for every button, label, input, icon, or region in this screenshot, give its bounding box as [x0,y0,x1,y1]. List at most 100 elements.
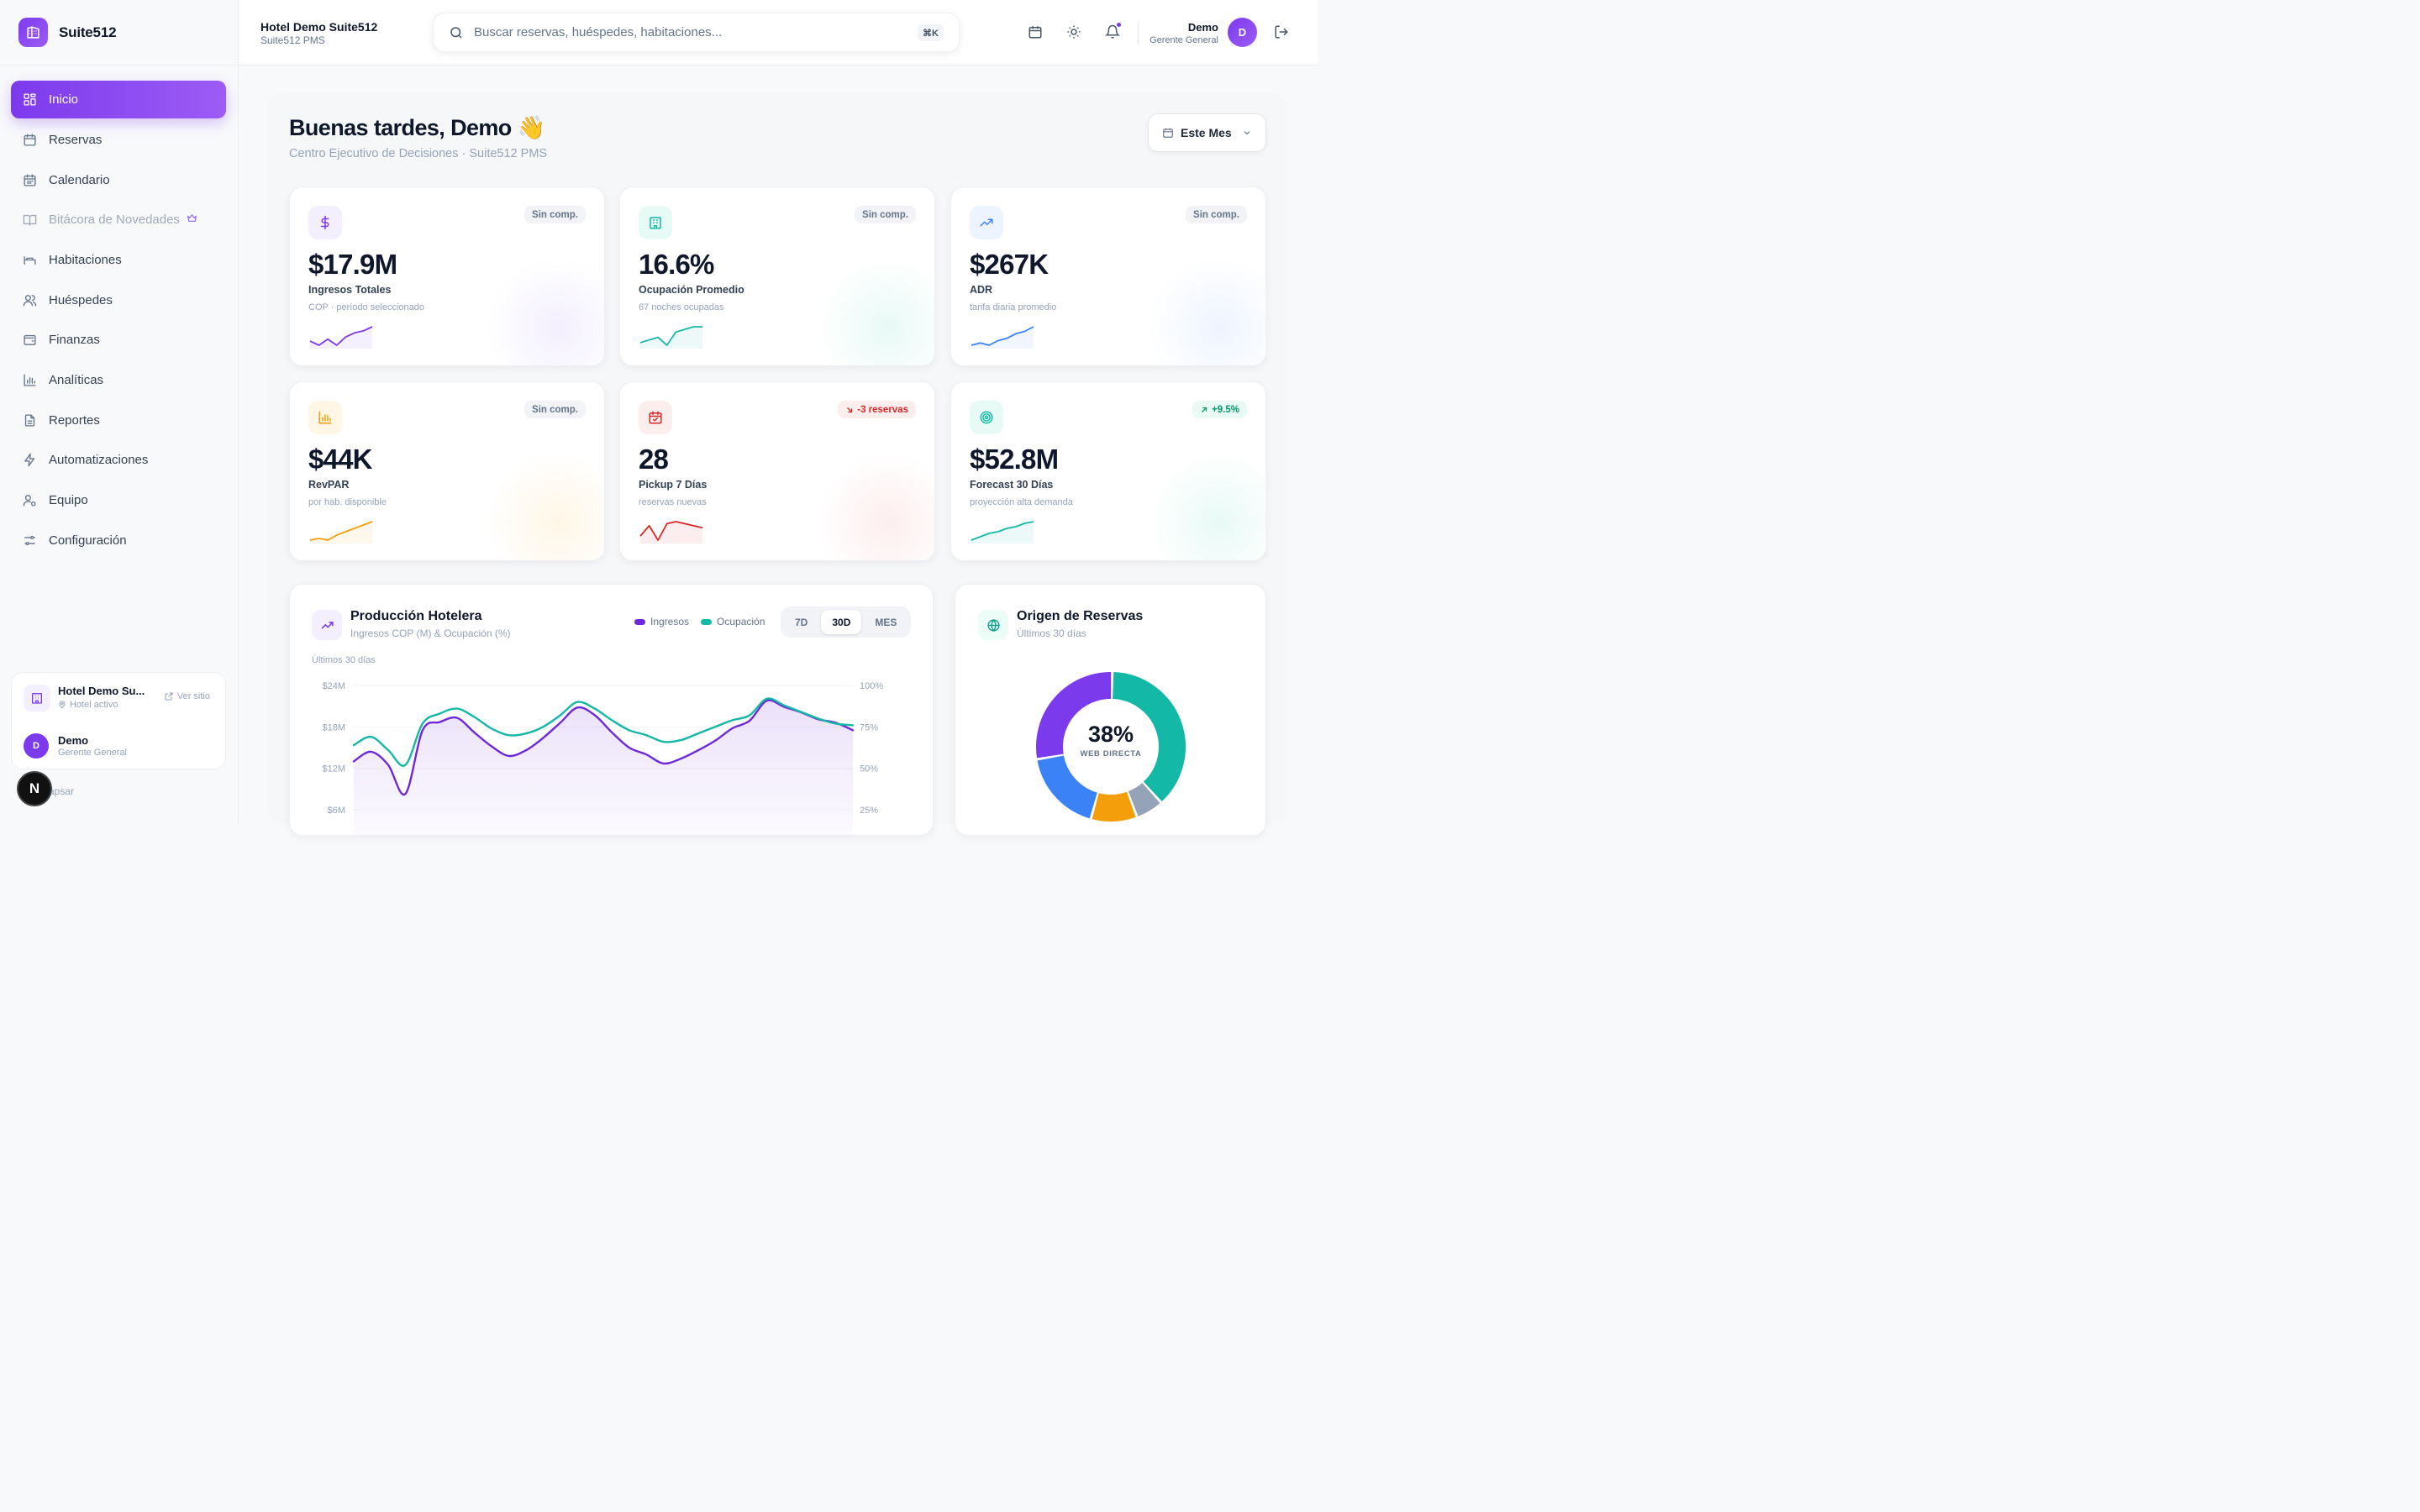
globe-icon [978,610,1008,640]
hotel-name: Hotel Demo Su... [58,685,145,697]
kpi-label: Pickup 7 Días [639,479,708,491]
logout-icon[interactable] [1273,24,1290,40]
range-mes-button[interactable]: MES [875,616,897,628]
kpi-card[interactable]: Sin comp. $267K ADR tarifa diaria promedio [950,186,1266,366]
kpi-card[interactable]: -3 reservas 28 Pickup 7 Días reservas nueva… [619,381,935,561]
card-glow [1148,256,1265,365]
donut-slice[interactable] [1128,782,1160,816]
legend-item-ingresos: Ingresos [634,616,689,627]
sparkline-area [971,327,1034,349]
badge-label: Sin comp. [532,209,578,220]
donut-slice[interactable] [1036,671,1112,759]
sidebar-item-configuración[interactable]: Configuración [11,522,226,559]
series-line-ocupación [352,697,855,767]
kpi-card[interactable]: Sin comp. $17.9M Ingresos Totales COP · per… [289,186,605,366]
sparkline-line [309,521,373,541]
donut-slice[interactable] [1037,754,1098,819]
bed-icon [22,252,37,267]
comparison-badge: Sin comp. [524,401,586,418]
hotel-title-name: Hotel Demo Suite512 [260,20,378,34]
legend-swatch [701,618,713,625]
avatar[interactable]: D [1228,18,1257,47]
hotel-switcher-card[interactable]: Hotel Demo Su... Hotel activo Ver sitio … [11,672,226,769]
sidebar-item-equipo[interactable]: Equipo [11,481,226,519]
external-link-icon [165,692,173,701]
calendar-days-icon [22,172,37,187]
sparkline-line [639,521,703,541]
sidebar-item-bitácora-de-novedades[interactable]: Bitácora de Novedades [11,201,226,239]
donut-slice[interactable] [1112,672,1186,802]
sparkline-line [971,521,1034,541]
period-selector[interactable]: Este Mes [1148,113,1266,152]
production-line-chart: $6M $12M $18M $24M 25% 50% 75% 100% [322,681,883,835]
sidebar-item-label: Reservas [49,132,103,147]
sliders-icon [22,533,37,548]
sidebar-nav: Inicio Reservas Calendario Bitácora de Nove… [11,81,226,561]
sparkline-area [971,522,1034,543]
page-subtitle: Centro Ejecutivo de Decisiones · Suite51… [289,147,548,160]
target-icon [970,401,1003,434]
card-glow [487,451,604,560]
y-right-tick-label: 100% [860,681,883,691]
calendar-icon[interactable] [1027,24,1044,40]
grid-icon [22,92,37,108]
sidebar-item-analíticas[interactable]: Analíticas [11,361,226,399]
search-input[interactable] [474,25,894,39]
kpi-sublabel: tarifa diaria promedio [970,302,1057,312]
brand-logo-icon [18,18,48,47]
donut-slice[interactable] [1092,791,1136,822]
view-site-link[interactable]: Ver sitio [164,691,210,701]
sidebar-item-automatizaciones[interactable]: Automatizaciones [11,441,226,479]
sidebar-item-label: Reportes [49,412,100,428]
sparkline-line [309,326,373,346]
notifications-bell-icon[interactable] [1104,23,1121,40]
y-left-tick-label: $18M [322,722,345,732]
sidebar-item-calendario[interactable]: Calendario [11,160,226,198]
sidebar-item-label: Configuración [49,533,127,548]
origin-title: Origen de Reservas [1017,609,1144,623]
user-name: Demo [1187,21,1218,34]
comparison-badge: -3 reservas [838,401,916,418]
calendar-icon [1163,128,1173,138]
sidebar-item-label: Equipo [49,493,88,508]
brand-name: Suite512 [59,24,117,40]
ingresos-area [354,700,853,835]
waving-hand-emoji: 👋 [517,115,546,140]
sidebar-item-label: Calendario [49,172,110,187]
arrow-up-right-icon [1202,407,1207,412]
kpi-card[interactable]: Sin comp. $44K RevPAR por hab. disponible [289,381,605,561]
sidebar-item-habitaciones[interactable]: Habitaciones [11,241,226,279]
sparkline-area [640,522,702,543]
donut-center-value: 38% [1087,722,1134,747]
sidebar-item-huéspedes[interactable]: Huéspedes [11,281,226,318]
sidebar-item-reportes[interactable]: Reportes [11,402,226,439]
sidebar-item-reservas[interactable]: Reservas [11,121,226,159]
hotel-status-label: Hotel activo [70,700,118,710]
brand[interactable]: Suite512 [18,18,117,47]
badge-label: +9.5% [1212,404,1239,415]
comparison-badge: Sin comp. [855,206,916,223]
location-pin-icon [59,701,66,709]
theme-toggle-icon[interactable] [1065,24,1082,40]
kpi-card[interactable]: +9.5% $52.8M Forecast 30 Días proyección al… [950,381,1266,561]
sidebar: Suite512 Inicio Reservas Calendario Bitácor… [0,0,239,823]
kpi-value: $44K [308,444,373,475]
sparkline [639,521,703,543]
kpi-value: $267K [970,249,1049,280]
y-left-tick-label: $6M [328,806,345,816]
kpi-sublabel: 67 noches ocupadas [639,302,724,312]
range-7d-button[interactable]: 7D [795,616,808,628]
sidebar-item-finanzas[interactable]: Finanzas [11,321,226,359]
range-30d-button[interactable]: 30D [821,610,862,634]
y-left-tick-label: $24M [322,681,345,691]
kpi-card[interactable]: Sin comp. 16.6% Ocupación Promedio 67 noche… [619,186,935,366]
kpi-value: $52.8M [970,444,1059,475]
shortcut-hint: ⌘K [918,24,944,41]
sidebar-divider [0,65,238,66]
badge-label: Sin comp. [862,209,908,220]
search-bar[interactable]: ⌘K [433,13,960,52]
sidebar-item-inicio[interactable]: Inicio [11,81,226,119]
user-menu[interactable]: Demo Gerente General [1150,21,1218,45]
sparkline-area [310,327,372,349]
dev-tools-badge[interactable]: N [17,771,52,806]
